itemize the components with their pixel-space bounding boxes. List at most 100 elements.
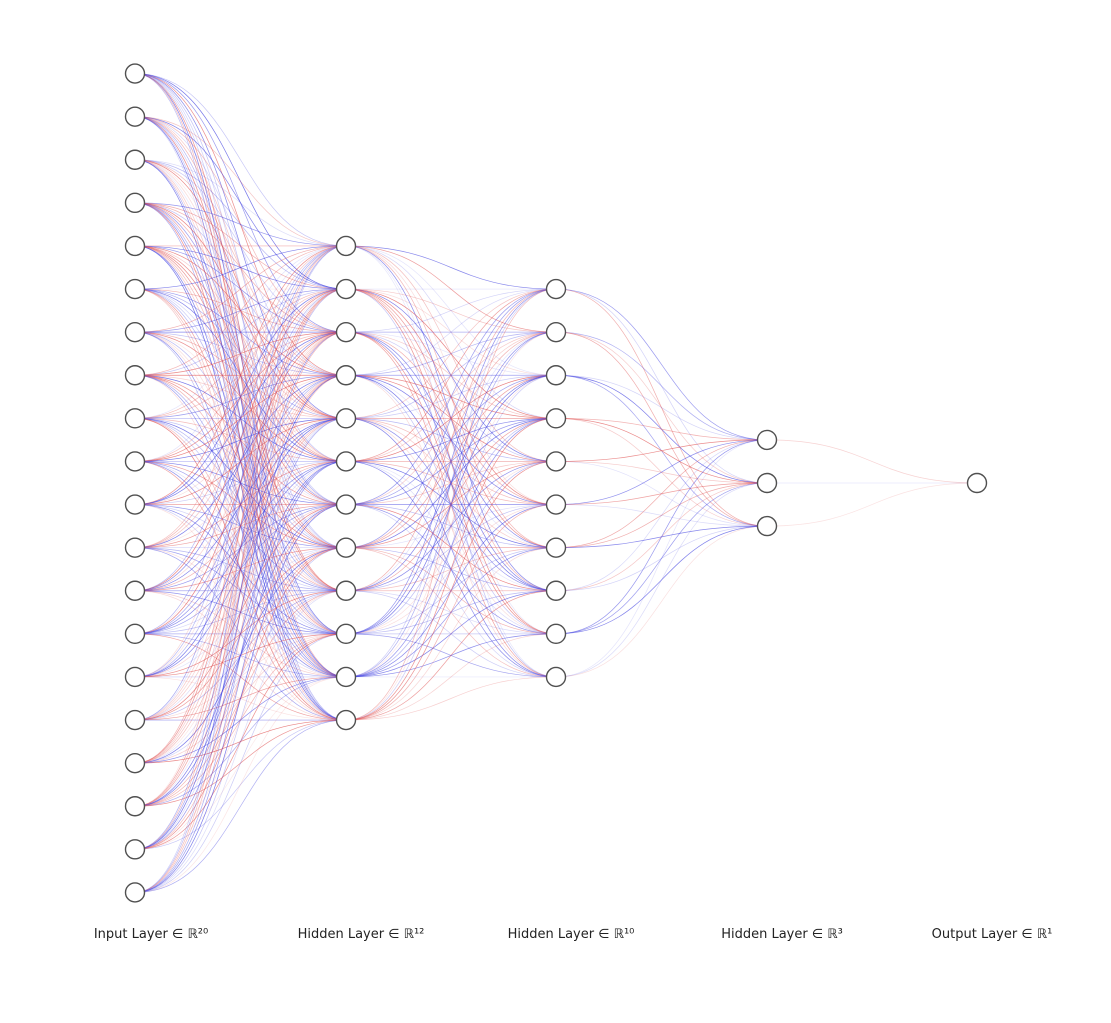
connection-edge [134, 461, 347, 893]
neuron-node [124, 63, 146, 84]
connection-edge [345, 331, 557, 721]
neuron-node [124, 451, 146, 472]
connection-edge [555, 374, 768, 484]
connection-edge [134, 245, 347, 333]
connection-edge [134, 245, 347, 419]
neuron-node [124, 106, 146, 127]
neuron-node [124, 882, 146, 903]
connection-edge [134, 418, 347, 721]
connection-edge [345, 374, 557, 505]
connection-edge [345, 547, 557, 678]
connection-edge [134, 331, 347, 376]
neuron-node [335, 235, 357, 257]
connection-edge [345, 590, 557, 678]
connection-edge [345, 461, 557, 592]
connection-edge [134, 288, 347, 333]
connection-edge [555, 482, 768, 678]
connection-edge [555, 525, 768, 635]
connection-edge [134, 288, 347, 419]
connection-edge [134, 590, 347, 850]
neuron-node [124, 235, 146, 257]
layer-label-hidden-2: Hidden Layer ∈ ℝ¹⁰ [507, 927, 635, 942]
connection-edge [134, 461, 347, 678]
connection-edge [555, 374, 768, 441]
neuron-node [335, 666, 357, 688]
connection-edge [555, 288, 768, 484]
connection-edge [345, 418, 557, 678]
neuron-node [545, 321, 567, 343]
connection-edge [134, 288, 347, 635]
connection-edge [345, 288, 557, 592]
connection-edge [555, 482, 768, 505]
neuron-node [335, 709, 357, 731]
connection-edge [134, 633, 347, 850]
connection-edge [134, 374, 347, 850]
neuron-node [124, 709, 146, 731]
connection-edge [766, 439, 978, 484]
connection-edge [134, 418, 347, 893]
connection-edge [134, 461, 347, 807]
connection-edge [345, 461, 557, 721]
connection-edge [345, 288, 557, 678]
neuron-node [545, 537, 567, 558]
connection-edge [134, 245, 347, 807]
connection-edge [134, 159, 347, 333]
connection-edge [134, 418, 347, 592]
connection-edge [134, 331, 347, 592]
connection-edge [134, 676, 347, 850]
connection-edge [345, 245, 557, 333]
connection-edge [134, 676, 347, 893]
neuron-node [124, 192, 146, 214]
connection-edge [134, 202, 347, 247]
connection-edge [555, 439, 768, 462]
connection-edge [134, 547, 347, 893]
connection-edge [134, 245, 347, 678]
connection-edge [134, 288, 347, 893]
connection-edge [134, 288, 347, 505]
neuron-node [335, 408, 357, 429]
connection-edge [766, 482, 978, 527]
connection-edge [134, 719, 347, 893]
connection-edge [555, 439, 768, 635]
connection-edge [134, 374, 347, 635]
connection-edge [134, 676, 347, 764]
neuron-node [335, 494, 357, 515]
neuron-node [124, 580, 146, 601]
connection-edge [555, 439, 768, 678]
neuron-node [335, 537, 357, 558]
connection-edge [134, 116, 347, 247]
neuron-node [545, 666, 567, 688]
connection-edge [134, 288, 347, 592]
neuron-node [124, 365, 146, 386]
connection-edge [555, 525, 768, 678]
connection-edge [345, 374, 557, 721]
connection-edge [134, 245, 347, 505]
connection-edge [345, 633, 557, 721]
connection-edge [345, 418, 557, 721]
neuron-node [124, 408, 146, 429]
neuron-node [545, 451, 567, 472]
neuron-node [545, 278, 567, 300]
connection-edge [345, 288, 557, 333]
connection-edge [134, 245, 347, 635]
connection-edge [134, 418, 347, 850]
connection-edge [555, 331, 768, 484]
connection-edge [134, 202, 347, 290]
connection-edge [345, 288, 557, 548]
layer-label-hidden-3: Hidden Layer ∈ ℝ³ [721, 927, 843, 942]
connection-edge [134, 331, 347, 635]
neuron-node [335, 580, 357, 601]
neuron-node [335, 623, 357, 645]
neuron-node [545, 623, 567, 645]
connection-edge [345, 245, 557, 290]
neuron-node [335, 321, 357, 343]
connection-edge [134, 719, 347, 807]
connection-edge [345, 590, 557, 721]
connection-edge [345, 547, 557, 721]
connection-edge [134, 245, 347, 376]
connection-edge [555, 418, 768, 441]
neuron-node [545, 408, 567, 429]
connections [134, 73, 978, 893]
connection-edge [134, 116, 347, 290]
